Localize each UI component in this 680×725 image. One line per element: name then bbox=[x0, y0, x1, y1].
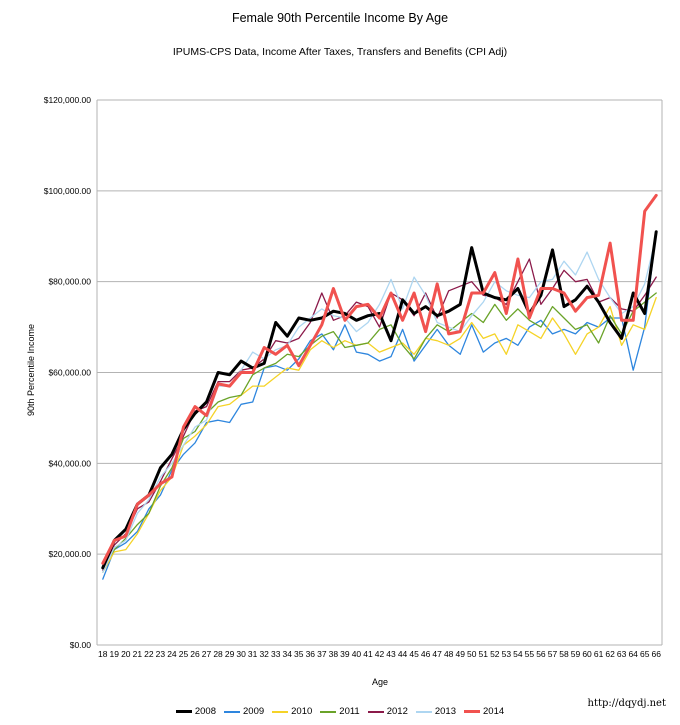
x-tick-label: 64 bbox=[628, 649, 638, 659]
legend-swatch bbox=[320, 710, 337, 713]
y-tick-label: $100,000.00 bbox=[44, 186, 92, 196]
chart-title: Female 90th Percentile Income By Age bbox=[231, 11, 449, 25]
series-line-2013 bbox=[102, 235, 657, 573]
legend-swatch bbox=[224, 710, 240, 713]
legend-item-2009: 2009 bbox=[224, 706, 264, 717]
x-tick-label: 25 bbox=[179, 649, 189, 659]
x-tick-label: 35 bbox=[294, 649, 304, 659]
x-tick-label: 50 bbox=[467, 649, 477, 659]
legend-swatch bbox=[367, 710, 384, 713]
chart-subtitle: IPUMS-CPS Data, Income After Taxes, Tran… bbox=[172, 46, 508, 58]
legend-label: 2012 bbox=[386, 706, 408, 717]
x-tick-label: 62 bbox=[605, 649, 615, 659]
legend-item-2010: 2010 bbox=[272, 706, 312, 717]
x-tick-label: 48 bbox=[444, 649, 454, 659]
legend-label: 2011 bbox=[339, 706, 360, 717]
x-tick-label: 24 bbox=[167, 649, 177, 659]
x-tick-label: 28 bbox=[213, 649, 223, 659]
x-tick-label: 44 bbox=[398, 649, 408, 659]
x-tick-label: 58 bbox=[559, 649, 569, 659]
x-axis-label: Age bbox=[371, 677, 388, 687]
legend-label: 2010 bbox=[291, 706, 313, 717]
x-tick-label: 40 bbox=[352, 649, 362, 659]
x-tick-label: 54 bbox=[513, 649, 523, 659]
legend-item-2014: 2014 bbox=[464, 706, 504, 717]
x-tick-label: 19 bbox=[110, 649, 120, 659]
series-line-2012 bbox=[102, 258, 657, 571]
line-chart: $0.00 $20,000.00 $40,000.00 $60,000.00 $80,0… bbox=[44, 95, 663, 659]
watermark: http://dqydj.net bbox=[587, 698, 667, 709]
x-tick-label: 47 bbox=[432, 649, 442, 659]
x-tick-label: 37 bbox=[317, 649, 327, 659]
x-tick-label: 59 bbox=[571, 649, 581, 659]
legend-item-2011: 2011 bbox=[320, 706, 360, 717]
series-line-2009 bbox=[102, 231, 657, 580]
legend-swatch bbox=[175, 710, 192, 713]
x-tick-label: 29 bbox=[225, 649, 235, 659]
x-tick-label: 60 bbox=[582, 649, 592, 659]
y-tick-label: $120,000.00 bbox=[44, 95, 92, 105]
x-tick-label: 55 bbox=[525, 649, 535, 659]
legend-item-2012: 2012 bbox=[367, 706, 408, 717]
x-tick-label: 18 bbox=[98, 649, 108, 659]
x-tick-label: 22 bbox=[144, 649, 154, 659]
x-tick-label: 45 bbox=[409, 649, 419, 659]
legend-item-2013: 2013 bbox=[415, 706, 456, 717]
legend-label: 2014 bbox=[483, 706, 505, 717]
x-tick-label: 20 bbox=[121, 649, 131, 659]
x-tick-label: 30 bbox=[236, 649, 246, 659]
x-tick-label: 36 bbox=[306, 649, 316, 659]
x-tick-label: 51 bbox=[479, 649, 489, 659]
legend-label: 2008 bbox=[194, 706, 216, 717]
legend-label: 2009 bbox=[243, 706, 265, 717]
x-tick-label: 34 bbox=[283, 649, 293, 659]
x-tick-label: 43 bbox=[386, 649, 396, 659]
x-tick-label: 46 bbox=[421, 649, 431, 659]
legend-item-2008: 2008 bbox=[175, 706, 216, 717]
legend-swatch bbox=[464, 710, 480, 713]
x-tick-label: 38 bbox=[329, 649, 339, 659]
x-tick-label: 31 bbox=[248, 649, 258, 659]
x-tick-label: 23 bbox=[156, 649, 166, 659]
legend-swatch bbox=[272, 710, 289, 713]
x-tick-label: 33 bbox=[271, 649, 281, 659]
y-tick-label: $0.00 bbox=[70, 640, 92, 650]
x-tick-label: 41 bbox=[363, 649, 373, 659]
series-line-2014 bbox=[101, 193, 658, 565]
x-tick-label: 49 bbox=[455, 649, 465, 659]
y-tick-label: $80,000.00 bbox=[48, 277, 91, 287]
x-tick-label: 63 bbox=[617, 649, 627, 659]
x-tick-label: 53 bbox=[502, 649, 512, 659]
legend-swatch bbox=[415, 710, 432, 713]
y-tick-label: $40,000.00 bbox=[48, 458, 91, 468]
x-tick-label: 21 bbox=[133, 649, 143, 659]
series-line-2008 bbox=[101, 230, 658, 570]
x-tick-label: 66 bbox=[652, 649, 662, 659]
y-tick-label: $20,000.00 bbox=[48, 549, 91, 559]
legend: 2008 2009 2010 2011 2012 2013 2014 bbox=[0, 706, 680, 717]
legend-label: 2013 bbox=[434, 706, 456, 717]
y-axis-label: 90th Percentile Income bbox=[26, 323, 36, 417]
x-tick-label: 56 bbox=[536, 649, 546, 659]
x-tick-label: 39 bbox=[340, 649, 350, 659]
series-line-2011 bbox=[102, 292, 657, 569]
series-line-2010 bbox=[102, 296, 657, 573]
x-tick-label: 26 bbox=[190, 649, 200, 659]
x-tick-label: 27 bbox=[202, 649, 212, 659]
x-tick-label: 32 bbox=[259, 649, 269, 659]
x-tick-label: 52 bbox=[490, 649, 500, 659]
y-tick-label: $60,000.00 bbox=[48, 368, 91, 378]
x-tick-label: 61 bbox=[594, 649, 604, 659]
x-tick-label: 57 bbox=[548, 649, 558, 659]
x-tick-label: 42 bbox=[375, 649, 385, 659]
x-tick-label: 65 bbox=[640, 649, 650, 659]
